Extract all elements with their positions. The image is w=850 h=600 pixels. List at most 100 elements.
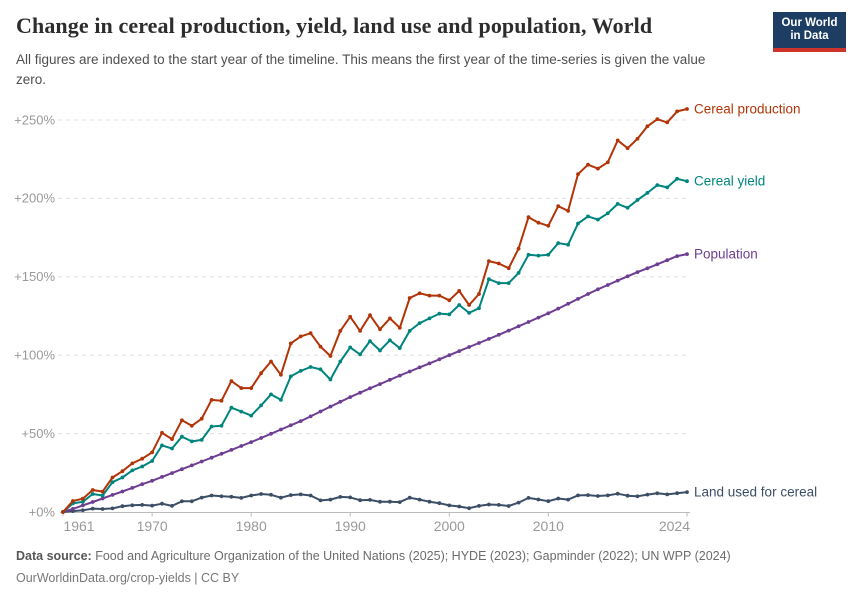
data-point[interactable] xyxy=(407,296,412,300)
data-point[interactable] xyxy=(348,314,353,319)
data-point[interactable] xyxy=(259,436,263,440)
data-point[interactable] xyxy=(487,502,491,507)
data-point[interactable] xyxy=(288,423,293,428)
data-point[interactable] xyxy=(239,386,244,390)
data-point[interactable] xyxy=(397,500,402,504)
data-point[interactable] xyxy=(318,367,323,372)
data-point[interactable] xyxy=(219,451,224,456)
data-point[interactable] xyxy=(447,298,452,303)
data-point[interactable] xyxy=(556,241,561,246)
data-point[interactable] xyxy=(378,348,382,353)
data-point[interactable] xyxy=(526,215,531,220)
data-point[interactable] xyxy=(229,494,234,499)
data-point[interactable] xyxy=(90,492,95,496)
data-point[interactable] xyxy=(506,281,511,285)
data-point[interactable] xyxy=(437,357,442,362)
data-point[interactable] xyxy=(80,503,85,508)
data-point[interactable] xyxy=(120,469,125,474)
data-point[interactable] xyxy=(685,490,689,494)
data-point[interactable] xyxy=(536,253,541,258)
data-point[interactable] xyxy=(308,493,313,498)
data-point[interactable] xyxy=(298,334,303,339)
data-point[interactable] xyxy=(566,301,570,306)
data-point[interactable] xyxy=(110,475,115,480)
data-point[interactable] xyxy=(625,205,630,210)
data-point[interactable] xyxy=(90,506,95,511)
data-point[interactable] xyxy=(417,291,422,296)
data-point[interactable] xyxy=(447,312,452,317)
data-point[interactable] xyxy=(437,501,442,506)
data-point[interactable] xyxy=(249,413,254,418)
data-point[interactable] xyxy=(189,499,194,504)
data-point[interactable] xyxy=(605,283,610,287)
data-point[interactable] xyxy=(80,499,85,504)
data-point[interactable] xyxy=(90,500,95,504)
data-point[interactable] xyxy=(100,493,105,498)
data-point[interactable] xyxy=(625,274,630,279)
data-point[interactable] xyxy=(318,498,323,503)
data-point[interactable] xyxy=(199,495,204,500)
data-point[interactable] xyxy=(338,359,343,364)
data-point[interactable] xyxy=(477,504,481,508)
data-point[interactable] xyxy=(298,492,303,497)
data-point[interactable] xyxy=(279,495,283,500)
data-point[interactable] xyxy=(180,467,184,472)
data-point[interactable] xyxy=(645,492,650,497)
data-point[interactable] xyxy=(239,444,244,448)
data-point[interactable] xyxy=(506,504,511,508)
data-point[interactable] xyxy=(437,293,442,298)
data-point[interactable] xyxy=(160,443,164,448)
data-point[interactable] xyxy=(546,223,551,228)
data-point[interactable] xyxy=(506,328,511,333)
data-point[interactable] xyxy=(556,496,561,501)
data-point[interactable] xyxy=(417,365,422,370)
data-point[interactable] xyxy=(605,493,610,498)
data-point[interactable] xyxy=(130,503,135,508)
data-point[interactable] xyxy=(189,463,194,468)
data-point[interactable] xyxy=(308,365,313,369)
data-point[interactable] xyxy=(140,456,145,461)
data-point[interactable] xyxy=(100,489,105,494)
data-point[interactable] xyxy=(249,440,254,444)
data-point[interactable] xyxy=(388,338,392,343)
data-point[interactable] xyxy=(457,303,462,307)
data-point[interactable] xyxy=(477,292,481,296)
data-point[interactable] xyxy=(635,198,640,202)
data-point[interactable] xyxy=(120,504,125,509)
data-point[interactable] xyxy=(615,278,620,283)
series-line-cereal-production[interactable] xyxy=(62,108,688,513)
line-chart[interactable]: +0% +50% +100% +150% +200% +250% 1961 1970 1980 1… xyxy=(0,0,850,545)
data-point[interactable] xyxy=(180,434,184,439)
series-line-population[interactable] xyxy=(62,253,688,513)
data-point[interactable] xyxy=(605,160,610,165)
data-point[interactable] xyxy=(655,117,660,122)
data-point[interactable] xyxy=(487,277,491,282)
data-point[interactable] xyxy=(338,399,343,404)
data-point[interactable] xyxy=(467,303,471,307)
data-point[interactable] xyxy=(487,337,491,341)
data-point[interactable] xyxy=(407,329,412,333)
data-point[interactable] xyxy=(477,341,481,345)
data-point[interactable] xyxy=(417,497,422,502)
data-point[interactable] xyxy=(318,344,323,349)
data-point[interactable] xyxy=(160,501,164,506)
data-point[interactable] xyxy=(586,292,590,296)
data-point[interactable] xyxy=(110,506,115,511)
data-point[interactable] xyxy=(269,431,273,436)
data-point[interactable] xyxy=(288,374,293,379)
data-point[interactable] xyxy=(635,136,640,141)
data-point[interactable] xyxy=(120,475,125,480)
data-point[interactable] xyxy=(269,392,273,397)
data-point[interactable] xyxy=(358,329,362,333)
series-label-land-used-for-cereal[interactable]: Land used for cereal xyxy=(694,485,817,500)
data-point[interactable] xyxy=(348,495,353,500)
data-point[interactable] xyxy=(407,495,412,500)
data-point[interactable] xyxy=(496,503,501,507)
data-point[interactable] xyxy=(170,504,174,508)
data-point[interactable] xyxy=(675,491,679,496)
data-point[interactable] xyxy=(496,261,501,266)
data-point[interactable] xyxy=(378,327,382,332)
data-point[interactable] xyxy=(655,262,660,267)
data-point[interactable] xyxy=(348,395,353,399)
data-point[interactable] xyxy=(596,287,600,292)
